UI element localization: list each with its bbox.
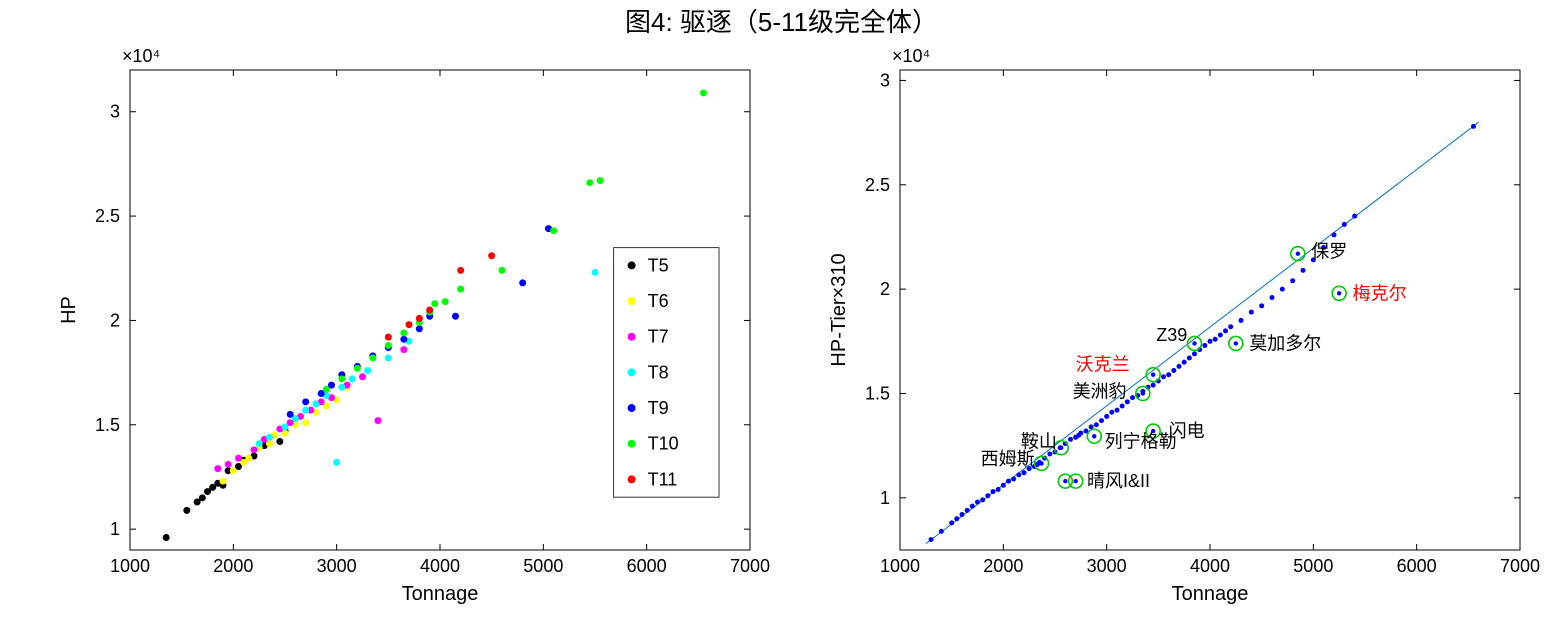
figure-container: 图4: 驱逐（5-11级完全体） 1000 2000 3000 4000 5000 600… bbox=[0, 0, 1563, 625]
svg-text:2: 2 bbox=[880, 279, 890, 299]
svg-text:×10⁴: ×10⁴ bbox=[122, 46, 160, 66]
svg-text:6000: 6000 bbox=[1397, 556, 1437, 576]
svg-text:美洲豹: 美洲豹 bbox=[1073, 381, 1127, 401]
svg-text:1: 1 bbox=[110, 519, 120, 539]
svg-text:Tonnage: Tonnage bbox=[402, 583, 479, 605]
svg-text:5000: 5000 bbox=[523, 556, 563, 576]
svg-text:2: 2 bbox=[110, 310, 120, 330]
svg-text:1000: 1000 bbox=[880, 556, 920, 576]
svg-text:T5: T5 bbox=[648, 255, 669, 275]
svg-text:T11: T11 bbox=[648, 469, 678, 489]
svg-text:1.5: 1.5 bbox=[865, 383, 890, 403]
svg-text:T7: T7 bbox=[648, 327, 669, 347]
svg-text:保罗: 保罗 bbox=[1311, 242, 1347, 262]
svg-text:2.5: 2.5 bbox=[865, 175, 890, 195]
svg-text:T6: T6 bbox=[648, 291, 669, 311]
svg-text:T8: T8 bbox=[648, 362, 669, 382]
svg-text:3: 3 bbox=[110, 102, 120, 122]
svg-text:HP: HP bbox=[58, 296, 80, 324]
svg-text:沃克兰: 沃克兰 bbox=[1076, 354, 1130, 374]
svg-text:7000: 7000 bbox=[730, 556, 770, 576]
svg-text:1: 1 bbox=[880, 488, 890, 508]
svg-text:1000: 1000 bbox=[110, 556, 150, 576]
figure-title: 图4: 驱逐（5-11级完全体） bbox=[0, 2, 1563, 39]
svg-text:列宁格勒: 列宁格勒 bbox=[1105, 431, 1177, 451]
svg-text:莫加多尔: 莫加多尔 bbox=[1249, 333, 1321, 353]
svg-text:6000: 6000 bbox=[627, 556, 667, 576]
svg-text:3: 3 bbox=[880, 70, 890, 90]
svg-text:4000: 4000 bbox=[420, 556, 460, 576]
svg-text:T10: T10 bbox=[648, 434, 679, 454]
svg-text:晴风I&II: 晴风I&II bbox=[1087, 471, 1150, 491]
svg-text:3000: 3000 bbox=[317, 556, 357, 576]
svg-text:2000: 2000 bbox=[983, 556, 1023, 576]
svg-text:T9: T9 bbox=[648, 398, 669, 418]
svg-text:×10⁴: ×10⁴ bbox=[892, 46, 930, 66]
svg-text:2000: 2000 bbox=[213, 556, 253, 576]
svg-text:HP-Tier×310: HP-Tier×310 bbox=[828, 253, 850, 366]
svg-text:Tonnage: Tonnage bbox=[1172, 583, 1249, 605]
right-scatter-plot: 1000 2000 3000 4000 5000 6000 7000 1 1.5 2 2.5 3×10… bbox=[800, 40, 1563, 640]
svg-text:3000: 3000 bbox=[1087, 556, 1127, 576]
svg-text:5000: 5000 bbox=[1293, 556, 1333, 576]
left-scatter-plot: 1000 2000 3000 4000 5000 6000 7000 1 1.5 2 2.5 3 ×10… bbox=[30, 40, 850, 640]
svg-text:1.5: 1.5 bbox=[95, 415, 120, 435]
svg-text:4000: 4000 bbox=[1190, 556, 1230, 576]
svg-text:西姆斯: 西姆斯 bbox=[981, 449, 1035, 469]
svg-text:2.5: 2.5 bbox=[95, 206, 120, 226]
svg-text:Z39: Z39 bbox=[1156, 325, 1187, 345]
svg-text:梅克尔: 梅克尔 bbox=[1353, 283, 1407, 303]
svg-text:7000: 7000 bbox=[1500, 556, 1540, 576]
